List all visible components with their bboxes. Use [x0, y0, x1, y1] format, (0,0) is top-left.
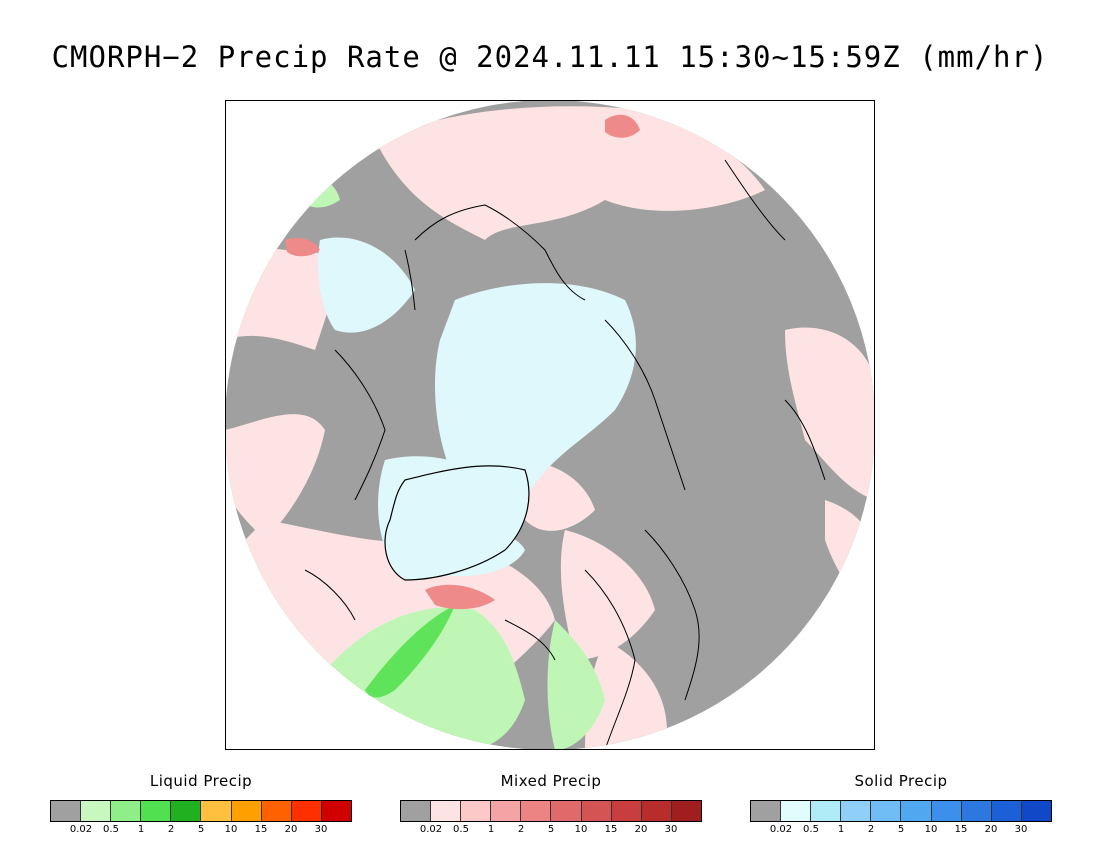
tick-label: 0.02	[69, 824, 93, 835]
tick-label: 30	[314, 824, 328, 835]
tick-label: 0.02	[419, 824, 443, 835]
color-scale	[50, 800, 352, 822]
tick-label: 0.02	[769, 824, 793, 835]
tick-label: 10	[574, 824, 588, 835]
tick-label: 10	[224, 824, 238, 835]
polar-map-graphic	[226, 101, 874, 749]
tick-labels: 0.02 0.5 1 2 5 10 15 20 30	[750, 824, 1052, 838]
tick-label: 1	[487, 824, 495, 835]
color-swatch	[231, 801, 262, 821]
tick-label: 30	[664, 824, 678, 835]
color-swatch	[671, 801, 701, 821]
color-swatch	[551, 801, 582, 821]
tick-label: 0.5	[803, 824, 819, 835]
tick-labels: 0.02 0.5 1 2 5 10 15 20 30	[50, 824, 352, 838]
tick-label: 2	[867, 824, 875, 835]
color-swatch	[871, 801, 902, 821]
color-swatch	[901, 801, 932, 821]
legend-title: Solid Precip	[854, 772, 948, 790]
tick-label: 5	[547, 824, 555, 835]
legend-title: Mixed Precip	[500, 772, 602, 790]
tick-label: 5	[197, 824, 205, 835]
color-swatch	[751, 801, 782, 821]
color-swatch	[961, 801, 992, 821]
tick-label: 20	[284, 824, 298, 835]
map-title: CMORPH−2 Precip Rate @ 2024.11.11 15:30~…	[51, 40, 1049, 74]
color-swatch	[171, 801, 202, 821]
tick-label: 15	[954, 824, 968, 835]
tick-label: 5	[897, 824, 905, 835]
coastlines	[304, 159, 826, 749]
color-swatch	[461, 801, 492, 821]
color-swatch	[931, 801, 962, 821]
color-swatch	[841, 801, 872, 821]
color-swatch	[581, 801, 612, 821]
color-swatch	[261, 801, 292, 821]
greenland-landmass	[384, 465, 530, 581]
legend-liquid: Liquid Precip 0.02 0.5 1 2 5 10 15 20 30	[50, 772, 352, 838]
mixed-precip-heavy	[285, 114, 640, 610]
color-swatch	[291, 801, 322, 821]
tick-labels: 0.02 0.5 1 2 5 10 15 20 30	[400, 824, 702, 838]
tick-label: 30	[1014, 824, 1028, 835]
legend-mixed: Mixed Precip 0.02 0.5 1 2 5 10 15 20 30	[400, 772, 702, 838]
tick-label: 15	[254, 824, 268, 835]
color-swatch	[811, 801, 842, 821]
color-swatch	[641, 801, 672, 821]
legend-solid: Solid Precip 0.02 0.5 1 2 5 10 15 20 30	[750, 772, 1052, 838]
color-swatch	[111, 801, 142, 821]
color-swatch	[1021, 801, 1051, 821]
color-swatch	[321, 801, 351, 821]
color-scale	[750, 800, 1052, 822]
tick-label: 1	[137, 824, 145, 835]
color-swatch	[201, 801, 232, 821]
tick-label: 1	[837, 824, 845, 835]
color-swatch	[781, 801, 812, 821]
tick-label: 20	[634, 824, 648, 835]
color-swatch	[141, 801, 172, 821]
color-scale	[400, 800, 702, 822]
tick-label: 0.5	[103, 824, 119, 835]
color-swatch	[611, 801, 642, 821]
tick-label: 0.5	[453, 824, 469, 835]
color-swatch	[401, 801, 432, 821]
tick-label: 20	[984, 824, 998, 835]
color-swatch	[521, 801, 552, 821]
tick-label: 2	[517, 824, 525, 835]
color-swatch	[491, 801, 522, 821]
color-swatch	[81, 801, 112, 821]
color-swatch	[431, 801, 462, 821]
tick-label: 10	[924, 824, 938, 835]
tick-label: 15	[604, 824, 618, 835]
color-swatch	[991, 801, 1022, 821]
polar-map	[225, 100, 875, 750]
legend-title: Liquid Precip	[149, 772, 253, 790]
tick-label: 2	[167, 824, 175, 835]
color-swatch	[51, 801, 82, 821]
